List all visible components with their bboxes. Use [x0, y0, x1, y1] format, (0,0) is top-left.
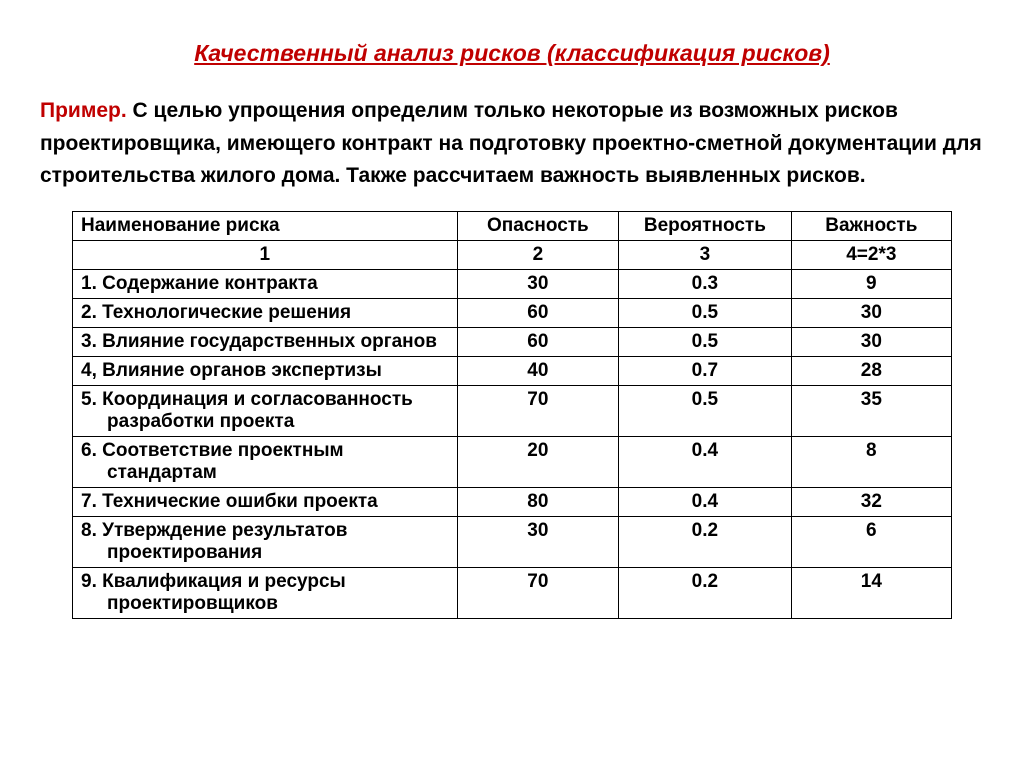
- risk-danger: 70: [457, 567, 618, 618]
- col-header-imp: Важность: [791, 211, 951, 240]
- colnum-2: 2: [457, 240, 618, 269]
- colnum-1: 1: [73, 240, 458, 269]
- risk-name: 5. Координация и согласованность разрабо…: [73, 385, 458, 436]
- risk-imp: 28: [791, 356, 951, 385]
- risk-imp: 30: [791, 298, 951, 327]
- risk-prob: 0.4: [619, 436, 792, 487]
- risk-name: 1. Содержание контракта: [73, 269, 458, 298]
- risk-name: 2. Технологические решения: [73, 298, 458, 327]
- table-row: 3. Влияние государственных органов 60 0.…: [73, 327, 952, 356]
- risk-name: 3. Влияние государственных органов: [73, 327, 458, 356]
- intro-paragraph: Пример. С целью упрощения определим толь…: [40, 95, 984, 193]
- table-row: 4, Влияние органов экспертизы 40 0.7 28: [73, 356, 952, 385]
- risk-danger: 70: [457, 385, 618, 436]
- risk-prob: 0.5: [619, 298, 792, 327]
- table-row: 9. Квалификация и ресурсы проектировщико…: [73, 567, 952, 618]
- risk-imp: 30: [791, 327, 951, 356]
- risk-prob: 0.4: [619, 487, 792, 516]
- risk-danger: 40: [457, 356, 618, 385]
- table-row: 7. Технические ошибки проекта 80 0.4 32: [73, 487, 952, 516]
- colnum-3: 3: [619, 240, 792, 269]
- risk-prob: 0.7: [619, 356, 792, 385]
- table-row: 6. Соответствие проектным стандартам 20 …: [73, 436, 952, 487]
- risk-name: 6. Соответствие проектным стандартам: [73, 436, 458, 487]
- risk-danger: 60: [457, 298, 618, 327]
- risk-table: Наименование риска Опасность Вероятность…: [72, 211, 952, 619]
- table-colnum-row: 1 2 3 4=2*3: [73, 240, 952, 269]
- table-row: 1. Содержание контракта 30 0.3 9: [73, 269, 952, 298]
- table-row: 2. Технологические решения 60 0.5 30: [73, 298, 952, 327]
- risk-prob: 0.2: [619, 567, 792, 618]
- table-row: 5. Координация и согласованность разрабо…: [73, 385, 952, 436]
- risk-imp: 6: [791, 516, 951, 567]
- risk-danger: 80: [457, 487, 618, 516]
- page-title: Качественный анализ рисков (классификаци…: [40, 40, 984, 67]
- risk-danger: 30: [457, 269, 618, 298]
- risk-name: 9. Квалификация и ресурсы проектировщико…: [73, 567, 458, 618]
- slide: Качественный анализ рисков (классификаци…: [0, 0, 1024, 639]
- table-row: 8. Утверждение результатов проектировани…: [73, 516, 952, 567]
- col-header-danger: Опасность: [457, 211, 618, 240]
- risk-imp: 8: [791, 436, 951, 487]
- risk-prob: 0.5: [619, 327, 792, 356]
- risk-danger: 30: [457, 516, 618, 567]
- intro-lead: Пример.: [40, 99, 127, 122]
- intro-rest: С целью упрощения определим только некот…: [40, 99, 982, 187]
- risk-prob: 0.5: [619, 385, 792, 436]
- col-header-prob: Вероятность: [619, 211, 792, 240]
- risk-danger: 60: [457, 327, 618, 356]
- table-header-row: Наименование риска Опасность Вероятность…: [73, 211, 952, 240]
- risk-imp: 32: [791, 487, 951, 516]
- risk-prob: 0.2: [619, 516, 792, 567]
- col-header-name: Наименование риска: [73, 211, 458, 240]
- risk-imp: 9: [791, 269, 951, 298]
- risk-danger: 20: [457, 436, 618, 487]
- risk-name: 4, Влияние органов экспертизы: [73, 356, 458, 385]
- risk-imp: 35: [791, 385, 951, 436]
- risk-name: 7. Технические ошибки проекта: [73, 487, 458, 516]
- colnum-4: 4=2*3: [791, 240, 951, 269]
- risk-name: 8. Утверждение результатов проектировани…: [73, 516, 458, 567]
- risk-imp: 14: [791, 567, 951, 618]
- risk-prob: 0.3: [619, 269, 792, 298]
